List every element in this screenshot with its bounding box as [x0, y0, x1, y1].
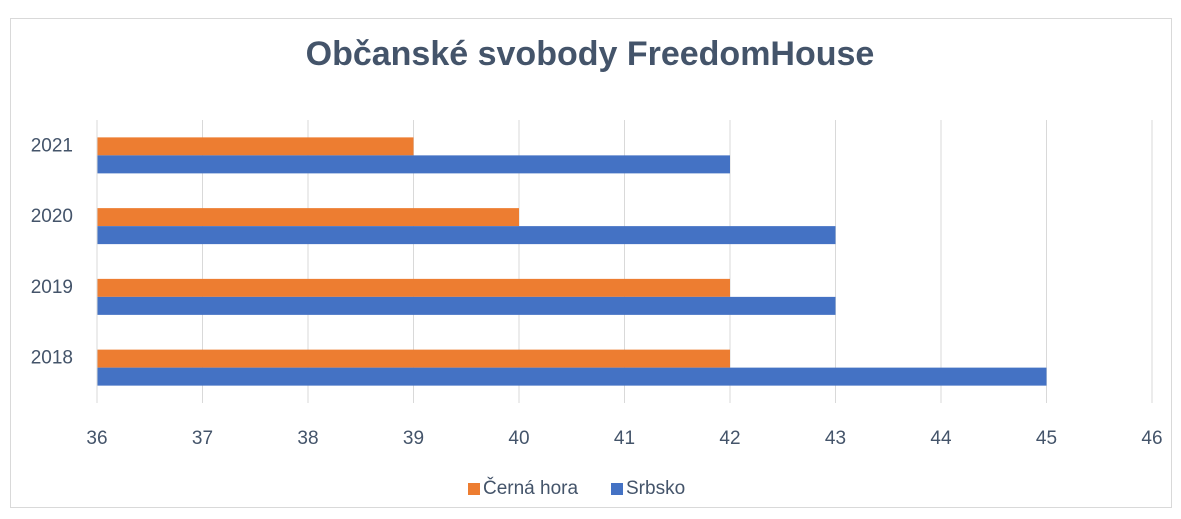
- x-tick-label: 39: [403, 428, 424, 449]
- bar: [97, 296, 836, 315]
- bar: [97, 155, 730, 174]
- bar: [97, 226, 836, 245]
- chart-frame: [10, 18, 1172, 508]
- x-tick-label: 37: [192, 428, 213, 449]
- x-tick-label: 46: [1141, 428, 1162, 449]
- x-tick-label: 43: [825, 428, 846, 449]
- legend-swatch: [468, 483, 480, 495]
- x-tick-label: 36: [86, 428, 107, 449]
- chart-title: Občanské svobody FreedomHouse: [306, 35, 875, 73]
- bar: [97, 137, 414, 156]
- x-tick-label: 45: [1036, 428, 1057, 449]
- x-tick-label: 42: [719, 428, 740, 449]
- x-tick-label: 41: [614, 428, 635, 449]
- y-tick-label: 2020: [31, 206, 73, 227]
- bar: [97, 278, 730, 297]
- x-tick-label: 38: [297, 428, 318, 449]
- bar: [97, 367, 1047, 386]
- y-tick-label: 2021: [31, 135, 73, 156]
- x-tick-label: 44: [930, 428, 952, 449]
- x-tick-label: 40: [508, 428, 529, 449]
- bar: [97, 349, 730, 368]
- bar: [97, 208, 519, 227]
- y-tick-label: 2019: [31, 277, 73, 298]
- legend-label: Černá hora: [483, 477, 578, 499]
- legend-swatch: [611, 483, 623, 495]
- legend-label: Srbsko: [626, 478, 685, 499]
- y-tick-label: 2018: [31, 348, 73, 369]
